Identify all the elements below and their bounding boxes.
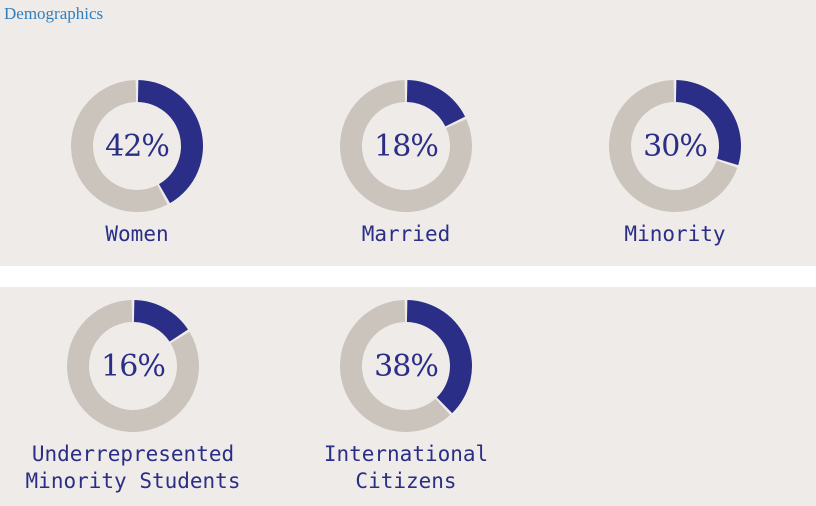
donut-married: 18% [340, 80, 472, 213]
donut-remaining-underrepresented [67, 300, 200, 432]
donut-underrepresented: 16% [67, 300, 200, 432]
donut-chart-international [340, 300, 472, 432]
donut-filled-minority [675, 80, 741, 166]
donut-value-international: 38% [374, 348, 439, 384]
donut-label-women: Women [37, 221, 237, 248]
donut-value-underrepresented: 16% [101, 348, 166, 384]
donut-chart-married [340, 80, 472, 213]
donut-chart-women [71, 80, 203, 212]
donut-value-minority: 30% [643, 128, 708, 164]
label-international-line1: International [323, 442, 489, 466]
donut-value-married: 18% [374, 128, 439, 164]
donut-label-international: International Citizens [306, 441, 506, 495]
donut-women: 42% [71, 80, 203, 212]
donut-remaining-international [340, 300, 451, 432]
donut-value-women: 42% [105, 128, 170, 164]
donut-label-underrepresented: Underrepresented Minority Students [13, 441, 253, 495]
donut-remaining-minority [609, 80, 738, 212]
label-international-line2: Citizens [355, 469, 457, 493]
donut-minority: 30% [609, 80, 741, 212]
label-minority-text: Minority [624, 222, 726, 246]
label-married-text: Married [361, 222, 451, 246]
donut-international: 38% [340, 300, 472, 432]
panel-divider [0, 266, 816, 287]
donut-chart-minority [609, 80, 741, 212]
donut-remaining-married [340, 80, 472, 213]
demographics-panel-bottom [0, 287, 816, 506]
label-women-text: Women [105, 222, 169, 246]
section-title: Demographics [4, 4, 104, 23]
donut-filled-married [406, 80, 466, 127]
donut-filled-international [406, 300, 472, 414]
donut-label-minority: Minority [575, 221, 775, 248]
demographics-panel-top [0, 0, 816, 266]
donut-remaining-women [71, 80, 168, 212]
donut-label-married: Married [306, 221, 506, 248]
donut-filled-women [137, 80, 203, 204]
label-underrepresented-line1: Underrepresented [31, 442, 235, 466]
donut-chart-underrepresented [67, 300, 200, 432]
donut-filled-underrepresented [133, 300, 188, 342]
label-underrepresented-line2: Minority Students [25, 469, 241, 493]
